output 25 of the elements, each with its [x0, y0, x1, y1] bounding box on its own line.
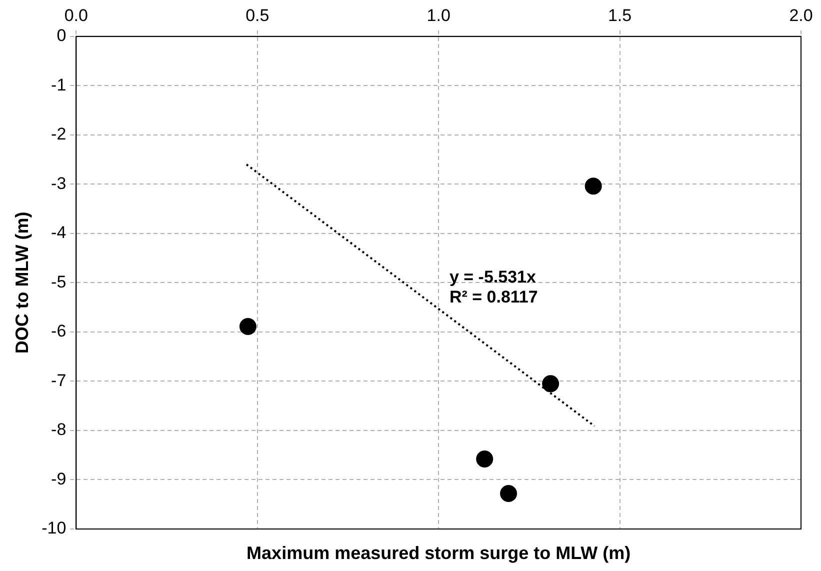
x-tick-label: 1.5: [608, 6, 632, 25]
y-tick-label: -10: [42, 518, 66, 538]
y-axis-title: DOC to MLW (m): [12, 212, 32, 354]
y-tick-label: -4: [51, 223, 66, 242]
x-tick-label: 0.5: [246, 6, 270, 25]
y-tick-label: -6: [51, 322, 66, 341]
point: [542, 375, 560, 392]
point: [476, 450, 494, 468]
y-tick-label: -8: [51, 420, 66, 440]
y-tick-label: -2: [51, 124, 66, 144]
x-tick-label: 2.0: [789, 6, 813, 25]
annotation: R² = 0.8117: [449, 288, 538, 307]
y-tick-label: -5: [51, 272, 66, 292]
y-tick-label: -3: [51, 174, 66, 193]
point: [584, 178, 602, 195]
y-tick-label: -1: [51, 75, 66, 94]
point: [239, 318, 256, 336]
y-tick-label: 0: [56, 26, 66, 46]
y-tick-label: -7: [51, 370, 66, 390]
y-tick-label: -9: [51, 469, 66, 488]
annotation: y = -5.531x: [449, 268, 536, 287]
x-tick-label: 1.0: [426, 6, 450, 25]
x-axis-title: Maximum measured storm surge to MLW (m): [246, 543, 631, 563]
point: [500, 485, 518, 502]
x-tick-label: 0.0: [64, 6, 88, 25]
